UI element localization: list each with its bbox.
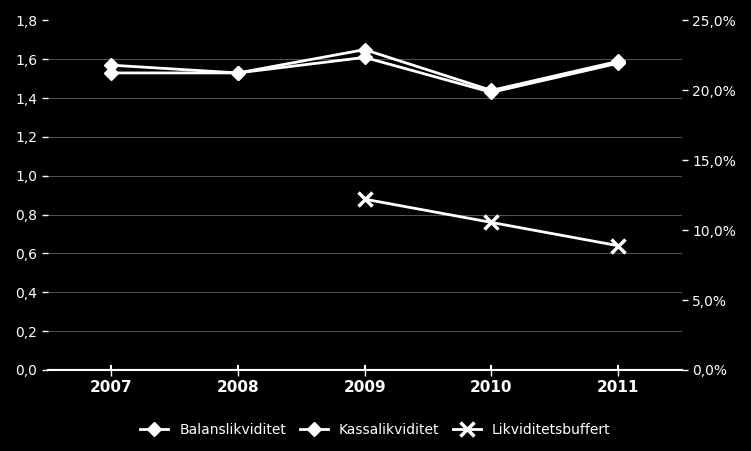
Kassalikviditet bbox=[614, 60, 623, 66]
Line: Likviditetsbuffert: Likviditetsbuffert bbox=[357, 192, 626, 253]
Likviditetsbuffert bbox=[360, 197, 369, 202]
Line: Kassalikviditet: Kassalikviditet bbox=[106, 52, 623, 97]
Balanslikviditet bbox=[234, 70, 243, 76]
Likviditetsbuffert bbox=[614, 243, 623, 249]
Legend: Balanslikviditet, Kassalikviditet, Likviditetsbuffert: Balanslikviditet, Kassalikviditet, Likvi… bbox=[134, 416, 617, 444]
Kassalikviditet bbox=[487, 90, 496, 95]
Kassalikviditet bbox=[234, 70, 243, 76]
Balanslikviditet bbox=[614, 59, 623, 64]
Balanslikviditet bbox=[107, 62, 116, 68]
Line: Balanslikviditet: Balanslikviditet bbox=[106, 45, 623, 95]
Kassalikviditet bbox=[360, 55, 369, 60]
Balanslikviditet bbox=[487, 87, 496, 93]
Kassalikviditet bbox=[107, 70, 116, 76]
Likviditetsbuffert bbox=[487, 220, 496, 225]
Balanslikviditet bbox=[360, 47, 369, 52]
